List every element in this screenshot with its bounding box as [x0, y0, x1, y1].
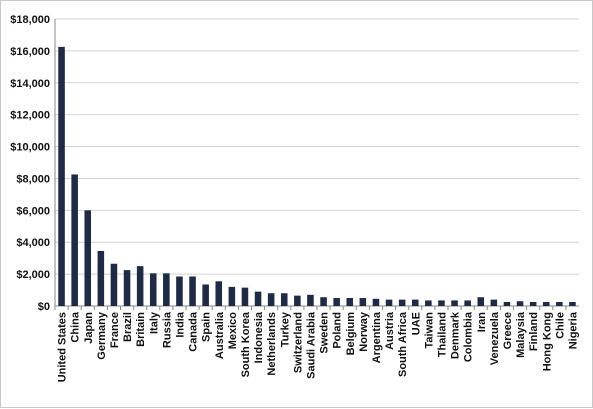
x-category-label: Greece: [502, 312, 514, 349]
bar: [84, 210, 92, 306]
axes: [54, 19, 579, 310]
y-tick-label: $2,000: [16, 269, 50, 281]
x-category-label: UAE: [410, 312, 422, 335]
x-category-label: Thailand: [436, 312, 448, 357]
x-category-label: Taiwan: [423, 312, 435, 349]
bar: [529, 302, 537, 306]
x-category-label: Britain: [135, 312, 147, 347]
x-category-label: Malaysia: [515, 311, 527, 358]
bar: [241, 287, 249, 306]
x-category-label: Chile: [554, 312, 566, 339]
bar: [97, 250, 105, 306]
x-category-label: Nigeria: [567, 311, 579, 349]
bar: [516, 301, 524, 306]
bar: [123, 270, 131, 307]
x-category-label: Finland: [528, 312, 540, 351]
x-category-label: Turkey: [279, 311, 291, 347]
bar: [346, 298, 354, 306]
bar: [477, 297, 485, 306]
x-category-label: Austria: [384, 311, 396, 350]
y-tick-label: $16,000: [10, 46, 50, 58]
bar: [359, 298, 367, 306]
bar: [556, 302, 563, 306]
bar: [136, 266, 144, 306]
bar: [294, 295, 301, 306]
x-category-label: Poland: [332, 312, 344, 349]
y-tick-label: $12,000: [10, 110, 50, 122]
bar: [267, 293, 275, 306]
bar: [163, 273, 170, 306]
bar: [202, 284, 209, 306]
bar: [215, 281, 223, 306]
bar: [176, 276, 183, 306]
x-category-label: Italy: [148, 311, 160, 334]
bar: [451, 300, 458, 306]
x-axis-category-labels: United States China Japan Germany France Braz…: [57, 311, 580, 382]
x-category-label: South Korea: [240, 311, 252, 377]
x-category-label: Colombia: [463, 311, 475, 362]
bars: [58, 46, 576, 307]
bar: [411, 299, 419, 306]
x-category-label: Germany: [96, 311, 108, 360]
x-category-label: Hong Kong: [541, 312, 553, 371]
x-category-label: Netherlands: [266, 312, 278, 376]
x-category-label: Brazil: [122, 312, 134, 342]
bar: [58, 46, 65, 307]
bar: [398, 299, 406, 306]
x-category-label: Belgium: [345, 312, 357, 356]
bar: [189, 276, 196, 306]
bar: [490, 299, 498, 306]
x-category-label: Canada: [188, 311, 200, 352]
x-category-label: Russia: [161, 311, 173, 348]
x-category-label: Switzerland: [292, 312, 304, 373]
x-category-label: Japan: [83, 312, 95, 344]
bar: [228, 286, 236, 306]
bar: [425, 300, 432, 306]
x-category-label: Iran: [476, 312, 488, 332]
x-category-label: Argentina: [371, 311, 383, 363]
bar: [503, 302, 511, 306]
x-category-label: France: [109, 312, 121, 348]
bar: [385, 299, 393, 306]
y-tick-label: $4,000: [16, 237, 50, 249]
bar: [280, 293, 288, 306]
x-category-label: South Africa: [397, 311, 409, 377]
y-tick-label: $0: [38, 301, 50, 313]
y-tick-label: $8,000: [16, 173, 50, 185]
x-category-label: Norway: [358, 311, 370, 352]
bar: [254, 291, 262, 306]
bar: [320, 297, 327, 306]
x-category-label: Sweden: [319, 312, 331, 354]
bar: [569, 302, 576, 306]
x-category-label: Denmark: [450, 311, 462, 359]
x-category-label: Indonesia: [253, 311, 265, 363]
y-tick-label: $14,000: [10, 78, 50, 90]
y-axis-tick-labels: $0 $2,000 $4,000 $6,000 $8,000 $10,000 $12,000…: [10, 14, 50, 313]
x-category-label: Saudi Arabia: [305, 311, 317, 379]
bar: [71, 174, 78, 306]
y-tick-label: $6,000: [16, 205, 50, 217]
bar: [438, 300, 445, 306]
bar: [542, 302, 550, 306]
x-category-label: United States: [57, 312, 69, 382]
bar: [372, 298, 380, 306]
y-tick-label: $18,000: [10, 14, 50, 26]
bar: [307, 294, 314, 306]
y-tick-label: $10,000: [10, 142, 50, 154]
bar: [333, 298, 340, 306]
gridlines: [55, 18, 579, 275]
x-category-label: China: [70, 311, 82, 342]
x-category-label: India: [174, 311, 186, 338]
x-category-label: Mexico: [227, 312, 239, 350]
x-category-label: Spain: [201, 312, 213, 342]
x-category-label: Venezuela: [489, 311, 501, 365]
bar: [464, 300, 471, 306]
bar: [110, 263, 118, 306]
bar: [149, 273, 157, 306]
x-category-label: Australia: [214, 311, 226, 359]
